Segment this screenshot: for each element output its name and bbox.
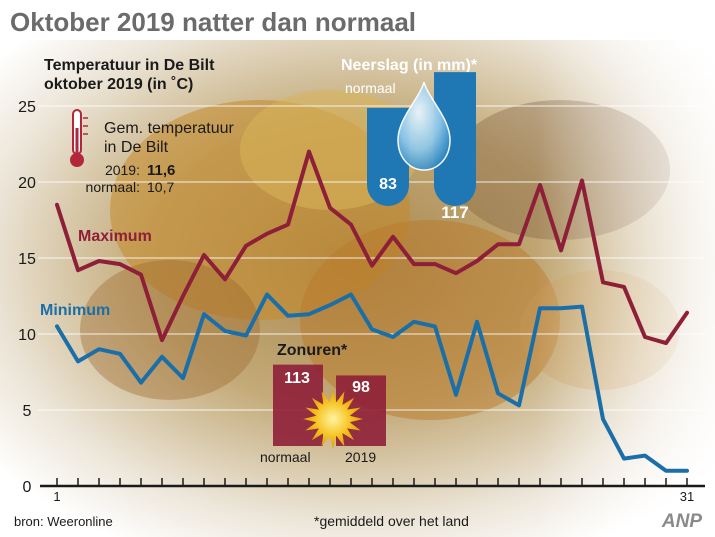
avg-normal-label: normaal: <box>86 179 140 195</box>
page-title: Oktober 2019 natter dan normaal <box>10 7 416 37</box>
sun-year-label: 2019 <box>345 449 376 465</box>
y-tick-label: 20 <box>18 175 36 192</box>
sun-normal-label: normaal <box>260 449 311 465</box>
sun-icon <box>303 389 363 449</box>
background-photo <box>0 40 715 537</box>
avg-temp-title-line1: Gem. temperatuur <box>104 120 235 137</box>
y-tick-label: 0 <box>23 479 32 496</box>
avg-2019-value: 11,6 <box>147 162 175 179</box>
footnote: *gemiddeld over het land <box>314 513 469 529</box>
rain-year-value: 117 <box>441 203 468 222</box>
sun-year-value: 98 <box>352 379 370 396</box>
y-axis-ticks: 0 5 10 15 20 25 <box>18 99 36 496</box>
avg-normal-value: 10,7 <box>147 179 174 195</box>
x-tick-label-last: 31 <box>680 489 694 504</box>
temp-chart-title-line2: oktober 2019 (in ˚C) <box>44 76 193 93</box>
y-tick-label: 15 <box>18 251 36 268</box>
x-tick-label-first: 1 <box>53 489 60 504</box>
x-axis <box>40 478 705 488</box>
anp-logo: ANP <box>661 511 702 532</box>
maximum-series-line <box>55 149 689 346</box>
y-tick-label: 5 <box>23 403 32 420</box>
avg-temp-title-line2: in De Bilt <box>104 139 169 156</box>
temp-chart-title-line1: Temperatuur in De Bilt <box>44 57 215 74</box>
rain-bar-2019 <box>434 72 476 207</box>
rain-normal-value: 83 <box>379 176 397 193</box>
sun-title: Zonuren* <box>277 342 348 359</box>
y-tick-label: 10 <box>18 327 36 344</box>
rain-normal-label: normaal <box>345 80 396 96</box>
maximum-series-label: Maximum <box>78 228 152 245</box>
minimum-series-line <box>55 292 689 473</box>
thermometer-icon <box>70 109 88 167</box>
avg-2019-label: 2019: <box>105 162 140 178</box>
water-drop-icon <box>397 81 451 171</box>
rain-title: Neerslag (in mm)* <box>341 57 478 74</box>
y-tick-label: 25 <box>18 99 36 116</box>
minimum-series-label: Minimum <box>40 302 110 319</box>
sun-bar-normal <box>273 364 323 446</box>
sun-normal-value: 113 <box>284 370 310 387</box>
source-note: bron: Weeronline <box>14 514 113 529</box>
